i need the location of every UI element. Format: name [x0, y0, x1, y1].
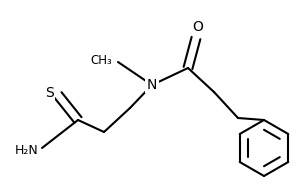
- Text: H₂N: H₂N: [14, 143, 38, 156]
- Text: O: O: [193, 20, 203, 34]
- Text: S: S: [45, 86, 54, 100]
- Text: N: N: [147, 78, 157, 92]
- Text: CH₃: CH₃: [90, 54, 112, 66]
